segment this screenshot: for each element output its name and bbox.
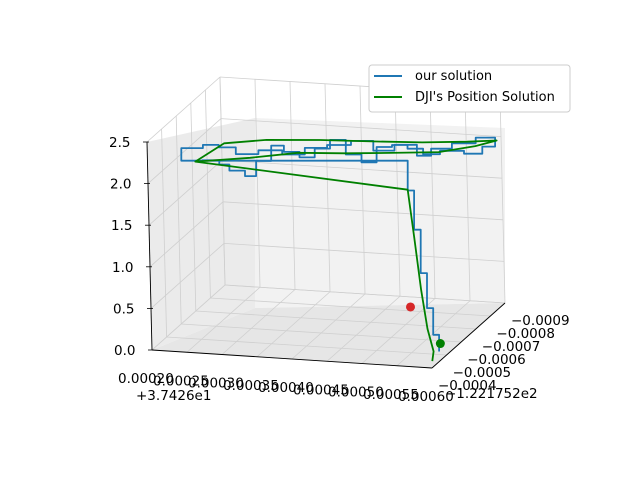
- series-line-our-solution: [180, 136, 496, 352]
- grid-line-y-floor: [210, 297, 491, 317]
- z-tick-label: 2.0: [110, 177, 131, 193]
- grid-line-x-floor: [291, 293, 366, 360]
- grid-line-z-left: [149, 201, 224, 268]
- y-tick-label: −0.0004: [438, 378, 497, 394]
- z-tick-label: 2.5: [109, 135, 130, 151]
- series-line-dji-position-solution: [194, 139, 498, 362]
- grid-line-x-back: [464, 92, 471, 301]
- y-tick-labels: −0.0009−0.0008−0.0007−0.0006−0.0005−0.00…: [438, 313, 570, 402]
- y-tick-label: −0.0006: [467, 352, 526, 368]
- y-axis-line: [431, 302, 506, 369]
- grid-line-z-left: [147, 118, 222, 184]
- z-tick-label: 1.0: [112, 260, 133, 276]
- grid-line-x-floor: [151, 284, 226, 351]
- grid-line-x-back: [289, 81, 296, 290]
- grid-line-y-floor: [166, 336, 447, 356]
- grid-line-y-floor: [195, 310, 476, 330]
- legend-box: [368, 64, 571, 113]
- y-tick-label: −0.0009: [511, 313, 570, 329]
- grid-line-x-back: [499, 94, 506, 304]
- left-pane: [147, 118, 255, 350]
- back-pane: [255, 118, 505, 308]
- x-tick-label: 0.00060: [398, 389, 454, 405]
- axes-3d: [146, 76, 506, 369]
- y-axis-offset: −1.221752e2: [445, 386, 538, 402]
- x-tick-label: 0.00040: [258, 380, 314, 396]
- grid-line-z-left: [146, 76, 221, 143]
- grid-line-y-floor: [224, 284, 506, 304]
- x-axis-line: [151, 349, 433, 369]
- start-marker-green: [435, 339, 445, 349]
- y-tick-label: −0.0008: [496, 326, 555, 342]
- data-series: [180, 136, 498, 362]
- grid-line-x-back: [394, 88, 401, 297]
- legend-label-dji: DJI's Position Solution: [415, 90, 555, 105]
- grid-line-x-back: [324, 83, 331, 292]
- grid-line-x-floor: [326, 295, 401, 362]
- floor-pane: [152, 303, 505, 368]
- x-tick-label: 0.00035: [223, 378, 279, 394]
- grid-line-x-floor: [361, 298, 436, 364]
- grid-line-y-left: [161, 128, 167, 338]
- y-tick-label: −0.0007: [482, 339, 541, 355]
- grid-line-y-left: [219, 76, 226, 286]
- z-tick-labels: 0.0 0.5 1.0 1.5 2.0 2.5: [109, 135, 154, 359]
- legend-label-our-solution: our solution: [415, 69, 492, 84]
- grid-line-z-left: [150, 243, 225, 309]
- z-axis-line: [146, 141, 153, 351]
- grid-line-x-back: [359, 85, 366, 295]
- z-tick-label: 1.5: [111, 218, 132, 234]
- grid-line-x-floor: [256, 291, 331, 358]
- grid-line-z-left: [148, 159, 223, 226]
- x-tick-label: 0.00050: [328, 385, 384, 401]
- x-tick-label: 0.00030: [188, 376, 244, 392]
- grid-line-x-floor: [221, 289, 296, 355]
- z-tick-label: 0.0: [114, 343, 135, 359]
- grid-line-y-floor: [181, 323, 462, 343]
- grid-line-x-back: [429, 90, 436, 299]
- x-axis-offset: +3.7426e1: [136, 388, 211, 404]
- end-marker-red: [406, 302, 415, 312]
- data-markers: [406, 302, 445, 349]
- grid-line-y-left: [205, 89, 211, 299]
- x-tick-labels: 0.000200.000250.000300.000350.000400.000…: [118, 371, 454, 405]
- x-tick-label: 0.00020: [118, 371, 174, 387]
- x-tick-label: 0.00045: [293, 382, 349, 398]
- x-tick-label: 0.00025: [153, 373, 209, 389]
- grid-line-x-floor: [186, 286, 261, 353]
- grid-line-y-left: [175, 115, 182, 325]
- y-tick-label: −0.0005: [453, 365, 512, 381]
- grid-line-y-left: [190, 102, 197, 312]
- legend: our solution DJI's Position Solution: [368, 64, 571, 113]
- grid-line-x-back: [254, 79, 261, 288]
- x-tick-label: 0.00055: [363, 387, 419, 403]
- z-tick-label: 0.5: [113, 301, 134, 317]
